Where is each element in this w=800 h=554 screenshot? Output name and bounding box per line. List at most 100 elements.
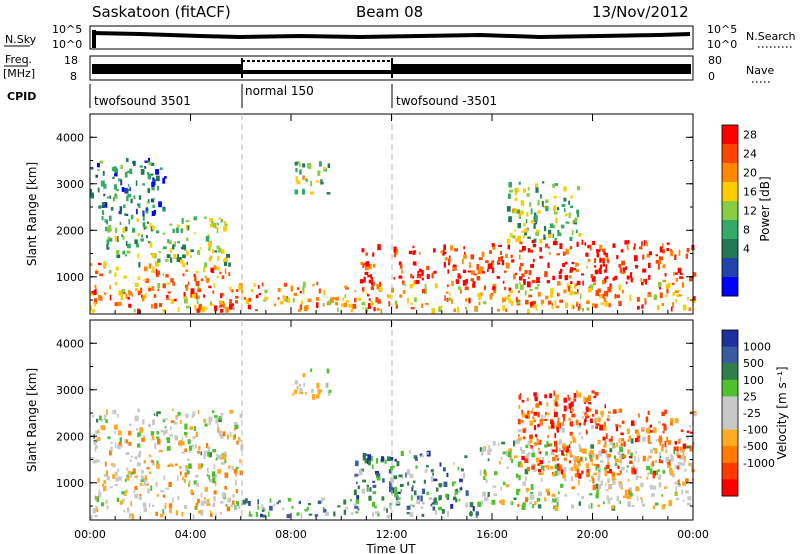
velocity-cell [655, 470, 659, 475]
power-colorbar-tick: 16 [743, 186, 757, 199]
power-cell [552, 183, 556, 188]
power-cell [534, 183, 538, 188]
velocity-cell [465, 502, 469, 508]
velocity-cell [518, 437, 522, 441]
power-cell [145, 207, 148, 211]
power-cell [151, 186, 155, 191]
power-cell [228, 262, 231, 267]
velocity-cell [574, 473, 579, 478]
velocity-cell [665, 456, 670, 462]
power-cell [511, 259, 515, 263]
power-cell [454, 248, 459, 252]
power-cell [379, 281, 382, 287]
velocity-data [90, 368, 697, 520]
velocity-cell [568, 444, 571, 448]
power-cell [370, 286, 374, 290]
power-cell [635, 264, 639, 269]
power-cell [133, 195, 136, 200]
velocity-cell [660, 447, 664, 452]
power-cell [508, 287, 511, 292]
power-cell [478, 257, 483, 261]
velocity-cell [588, 452, 593, 457]
velocity-cell [415, 456, 418, 461]
power-cell [120, 294, 124, 301]
power-cell [518, 212, 521, 218]
velocity-cell [652, 472, 655, 479]
power-cell [330, 297, 334, 303]
velocity-colorbar-tick: 1000 [743, 341, 771, 354]
power-cell [144, 293, 147, 299]
power-cell [360, 278, 363, 282]
power-cell [394, 300, 398, 306]
velocity-cell [93, 459, 96, 462]
velocity-cell [607, 461, 610, 467]
power-cell [186, 250, 189, 256]
power-cell [104, 219, 108, 223]
power-cell [151, 304, 154, 309]
velocity-cell [170, 425, 172, 431]
velocity-cell [109, 486, 114, 489]
velocity-cell [529, 420, 533, 426]
velocity-cell [529, 501, 533, 505]
velocity-cell [546, 491, 551, 496]
power-cell [292, 298, 295, 303]
power-cell [226, 254, 230, 258]
velocity-cell [451, 482, 455, 487]
power-cell [326, 301, 331, 306]
velocity-cell [647, 435, 651, 441]
velocity-cell [375, 473, 380, 476]
velocity-cell [638, 415, 640, 419]
velocity-cell [584, 412, 587, 415]
power-cell [224, 223, 228, 226]
velocity-cell [298, 383, 301, 388]
power-cell [422, 288, 426, 294]
velocity-cell [168, 481, 172, 487]
power-cell [111, 167, 114, 171]
power-cell [147, 199, 150, 202]
power-cell [151, 181, 155, 187]
velocity-cell [189, 445, 193, 451]
velocity-cell [557, 417, 560, 422]
power-cell [134, 282, 139, 287]
velocity-cell [598, 468, 601, 474]
velocity-cell [143, 460, 147, 464]
power-cell [665, 294, 668, 298]
velocity-cell [171, 464, 175, 467]
velocity-cell [553, 440, 558, 447]
velocity-cell [521, 504, 526, 511]
power-cell [465, 306, 467, 310]
velocity-cell [480, 500, 483, 506]
power-cell [541, 200, 544, 207]
power-cell [185, 286, 189, 291]
power-cell [431, 272, 434, 279]
velocity-cell [542, 465, 545, 472]
velocity-cell [303, 382, 306, 387]
velocity-cell [291, 505, 294, 509]
power-cell [94, 301, 97, 307]
velocity-cell [521, 399, 525, 403]
power-cell [127, 243, 131, 249]
power-cell [197, 289, 202, 292]
velocity-cell [652, 505, 656, 510]
power-cell [193, 232, 196, 235]
velocity-cell [308, 513, 313, 516]
velocity-cell [302, 373, 306, 378]
velocity-cell [604, 450, 607, 454]
velocity-cell [215, 513, 217, 519]
power-cell [151, 270, 156, 273]
velocity-cell [685, 478, 689, 484]
velocity-cell [119, 437, 122, 444]
velocity-cell [235, 473, 237, 477]
velocity-cell [96, 496, 99, 503]
velocity-cell [585, 397, 589, 403]
power-cell [516, 301, 521, 305]
power-cell [103, 183, 107, 189]
velocity-cell [577, 470, 580, 475]
velocity-cell [459, 487, 463, 490]
power-cell [190, 255, 192, 258]
velocity-cell [469, 502, 474, 508]
velocity-cell [618, 408, 623, 413]
power-cell [393, 253, 396, 258]
velocity-cell [585, 429, 588, 435]
velocity-cell [153, 413, 156, 416]
